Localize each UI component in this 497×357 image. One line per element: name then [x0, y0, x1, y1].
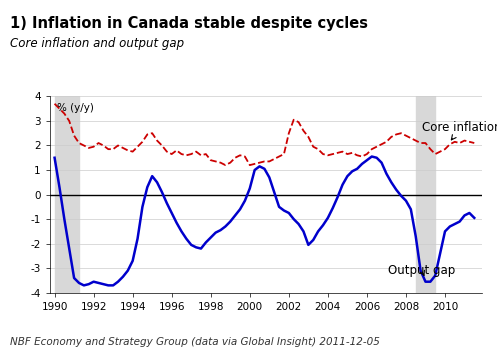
Text: Output gap: Output gap: [388, 264, 456, 277]
Text: Core inflation and output gap: Core inflation and output gap: [10, 37, 184, 50]
Text: Core inflation: Core inflation: [421, 121, 497, 140]
Bar: [55, 96, 79, 293]
Text: % (y/y): % (y/y): [57, 102, 93, 112]
Bar: [415, 96, 435, 293]
Text: NBF Economy and Strategy Group (data via Global Insight) 2011-12-05: NBF Economy and Strategy Group (data via…: [10, 337, 380, 347]
Text: 1) Inflation in Canada stable despite cycles: 1) Inflation in Canada stable despite cy…: [10, 16, 368, 31]
